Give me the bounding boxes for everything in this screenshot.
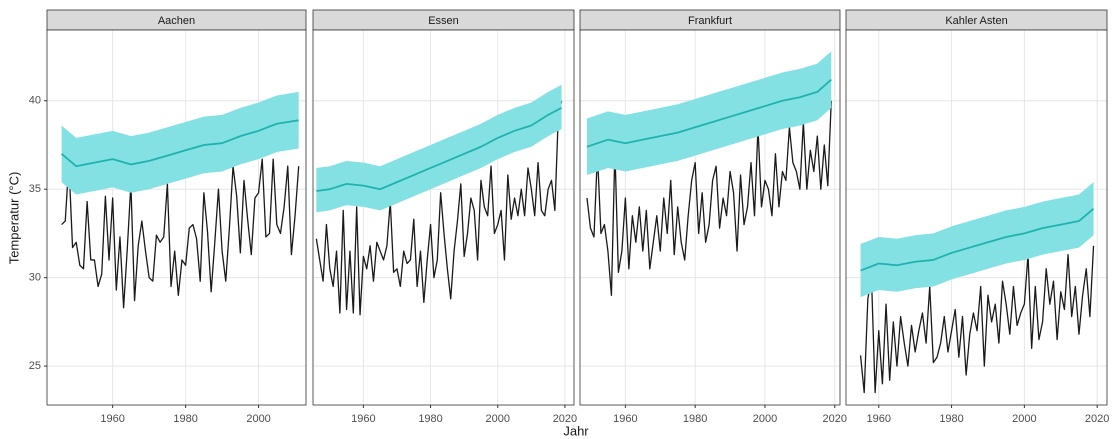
trend-line xyxy=(316,107,562,192)
x-tick-label: 1960 xyxy=(351,413,375,425)
x-tick-label: 2020 xyxy=(1085,413,1109,425)
trend-line xyxy=(586,78,832,148)
x-tick-label: 2000 xyxy=(246,413,270,425)
x-tick-label: 2000 xyxy=(1012,413,1036,425)
y-tick-label: 30 xyxy=(29,272,41,284)
x-tick-label: 2020 xyxy=(553,413,577,425)
panel-border xyxy=(46,29,307,406)
x-tick-label: 1980 xyxy=(683,413,707,425)
data-line xyxy=(61,158,300,309)
x-axis-title: Jahr xyxy=(563,423,589,438)
panel-background xyxy=(313,30,574,405)
x-tick-label: 1980 xyxy=(939,413,963,425)
confidence-band xyxy=(586,51,832,176)
confidence-band xyxy=(316,84,562,213)
trend-line xyxy=(61,119,299,168)
panel-border xyxy=(579,29,841,406)
data-line xyxy=(586,100,832,296)
panel-title: Essen xyxy=(428,15,459,27)
confidence-band xyxy=(860,182,1094,298)
panel-border xyxy=(845,29,1108,406)
x-tick-label: 1960 xyxy=(613,413,637,425)
y-axis-title: Temperatur (°C) xyxy=(6,172,21,265)
panel-title: Aachen xyxy=(158,15,195,27)
panel-title: Frankfurt xyxy=(688,15,732,27)
x-tick-label: 2020 xyxy=(823,413,847,425)
x-tick-label: 1980 xyxy=(418,413,442,425)
x-tick-label: 2000 xyxy=(753,413,777,425)
data-line xyxy=(859,245,1095,394)
panel-border xyxy=(312,29,575,406)
x-tick-label: 1960 xyxy=(100,413,124,425)
y-tick-label: 25 xyxy=(29,360,41,372)
y-tick-label: 40 xyxy=(29,95,41,107)
panel-background xyxy=(47,30,306,405)
x-tick-label: 1980 xyxy=(173,413,197,425)
x-tick-label: 2000 xyxy=(486,413,510,425)
panel-title: Kahler Asten xyxy=(945,15,1007,27)
confidence-band xyxy=(61,91,299,195)
y-tick-label: 35 xyxy=(29,183,41,195)
x-tick-label: 1960 xyxy=(867,413,891,425)
trend-line xyxy=(860,207,1095,272)
data-line xyxy=(315,100,563,316)
